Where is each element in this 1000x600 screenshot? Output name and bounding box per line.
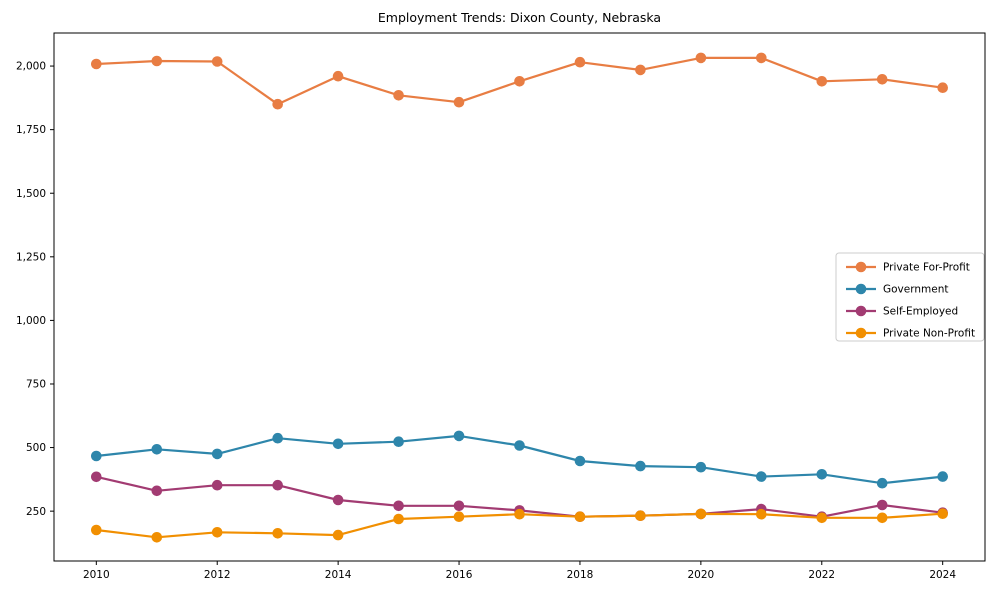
series-marker-private-non-profit	[756, 508, 767, 520]
series-marker-government	[574, 455, 586, 467]
series-marker-government	[876, 477, 888, 489]
y-tick-label: 500	[26, 442, 46, 454]
series-marker-private-non-profit	[816, 512, 828, 524]
y-tick-label: 250	[26, 506, 46, 518]
series-marker-private-for-profit	[332, 70, 344, 82]
series-marker-private-non-profit	[514, 508, 525, 520]
x-tick-label: 2022	[808, 569, 835, 581]
y-tick-label: 1,750	[16, 124, 46, 136]
series-marker-self-employed	[211, 479, 223, 491]
series-marker-self-employed	[151, 485, 163, 497]
series-marker-self-employed	[453, 500, 465, 512]
x-tick-label: 2016	[446, 569, 473, 581]
series-marker-private-non-profit	[151, 532, 163, 543]
y-tick-label: 1,500	[16, 188, 46, 200]
series-marker-private-non-profit	[937, 508, 948, 519]
series-marker-government	[514, 440, 525, 451]
legend-marker	[855, 305, 867, 317]
series-marker-private-non-profit	[695, 508, 707, 520]
series-marker-private-for-profit	[876, 74, 888, 85]
series-marker-self-employed	[332, 494, 344, 506]
series-marker-private-for-profit	[272, 98, 284, 110]
legend-marker	[855, 261, 867, 273]
series-marker-government	[332, 438, 344, 450]
series-marker-private-non-profit	[574, 511, 586, 522]
series-marker-government	[816, 469, 828, 480]
y-tick-label: 1,000	[16, 315, 46, 327]
y-tick-label: 750	[26, 379, 46, 391]
series-marker-private-for-profit	[393, 90, 404, 101]
series-marker-private-non-profit	[876, 512, 888, 524]
series-marker-government	[272, 432, 284, 444]
x-tick-label: 2010	[83, 569, 110, 581]
series-marker-private-non-profit	[453, 511, 465, 522]
series-marker-government	[695, 461, 707, 473]
y-tick-label: 1,250	[16, 251, 46, 263]
x-tick-label: 2020	[687, 569, 714, 581]
series-marker-government	[635, 460, 646, 472]
series-marker-private-for-profit	[91, 58, 102, 70]
legend-label: Private For-Profit	[883, 262, 970, 274]
y-tick-label: 2,000	[16, 61, 46, 73]
series-marker-private-for-profit	[211, 56, 223, 67]
series-marker-private-non-profit	[91, 524, 102, 536]
series-marker-private-for-profit	[453, 96, 465, 108]
legend-box	[835, 252, 985, 342]
x-tick-label: 2014	[325, 569, 352, 581]
axes-frame	[53, 32, 986, 562]
series-marker-private-for-profit	[635, 64, 646, 76]
series-marker-self-employed	[876, 499, 888, 511]
series-marker-government	[393, 436, 404, 448]
series-marker-private-for-profit	[151, 55, 163, 67]
series-marker-private-non-profit	[332, 529, 344, 541]
series-marker-private-for-profit	[574, 56, 586, 68]
series-marker-private-non-profit	[635, 510, 646, 521]
series-marker-private-for-profit	[937, 82, 948, 93]
series-marker-government	[453, 430, 465, 442]
series-marker-government	[211, 448, 223, 460]
series-marker-government	[756, 471, 767, 482]
series-marker-self-employed	[272, 479, 284, 491]
legend-label: Private Non-Profit	[883, 328, 975, 340]
series-marker-government	[151, 444, 163, 455]
series-marker-private-for-profit	[816, 76, 828, 87]
legend-marker	[855, 327, 867, 339]
series-marker-private-for-profit	[514, 76, 525, 87]
chart-title: Employment Trends: Dixon County, Nebrask…	[377, 10, 662, 25]
series-marker-self-employed	[91, 471, 102, 483]
series-marker-government	[937, 471, 948, 482]
series-marker-private-non-profit	[393, 513, 404, 525]
legend-marker	[855, 283, 867, 295]
legend-label: Government	[883, 284, 948, 296]
x-tick-label: 2024	[929, 569, 956, 581]
series-marker-government	[91, 450, 102, 462]
x-tick-label: 2012	[204, 569, 231, 581]
legend-label: Self-Employed	[883, 306, 958, 318]
series-marker-private-non-profit	[211, 527, 223, 538]
series-marker-private-for-profit	[695, 52, 707, 64]
series-marker-private-non-profit	[272, 528, 284, 539]
x-tick-label: 2018	[567, 569, 594, 581]
series-marker-self-employed	[393, 500, 404, 512]
series-marker-private-for-profit	[756, 52, 767, 64]
